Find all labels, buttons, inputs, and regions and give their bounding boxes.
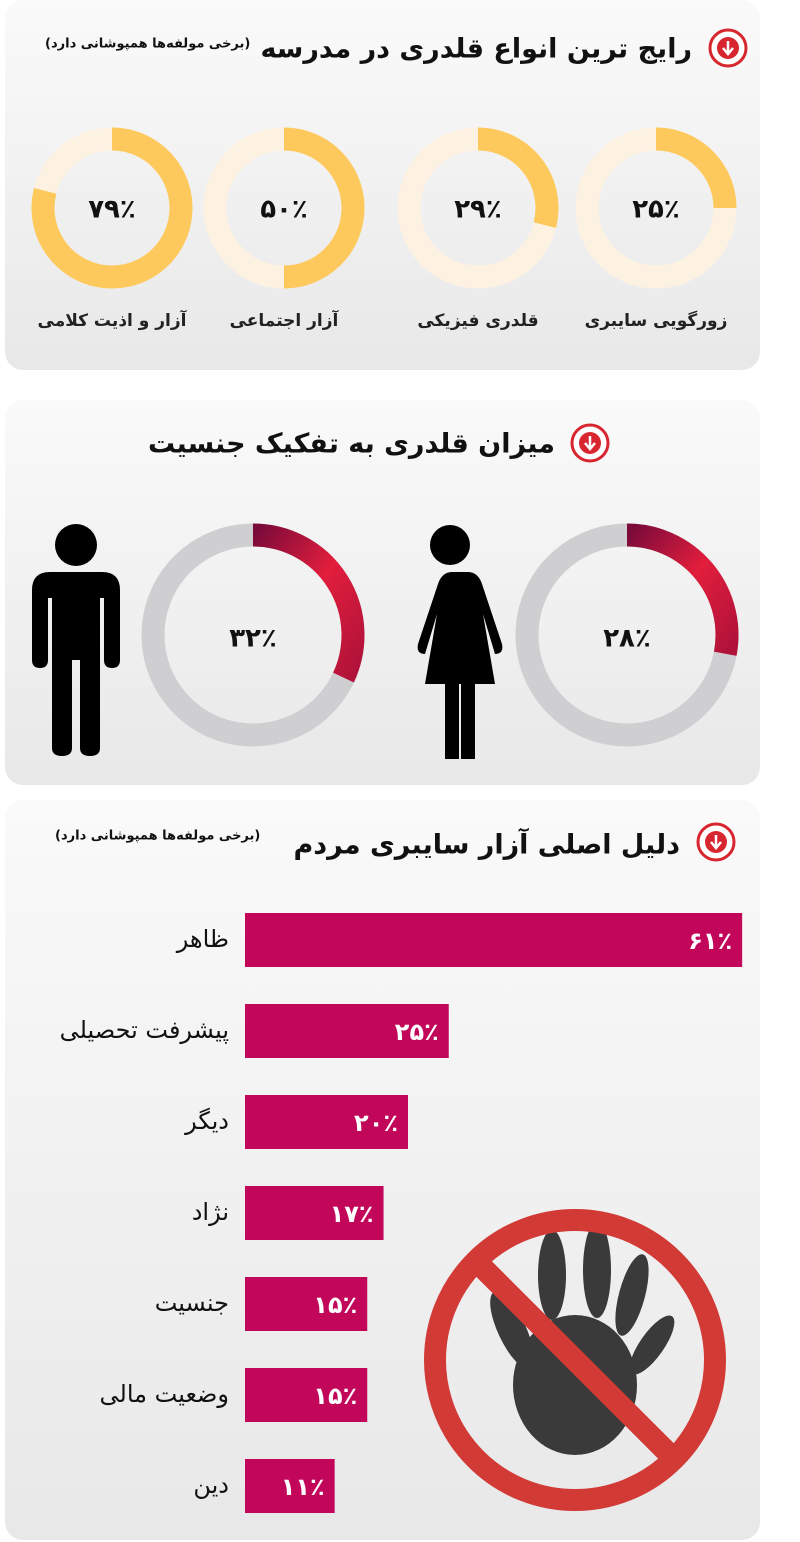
category-label: نژاد [192,1198,229,1226]
bar-value-label: ۲۰٪ [354,1109,398,1137]
value-label: ۵۰٪ [260,195,308,225]
category-label: پیشرفت تحصیلی [60,1016,229,1044]
bar-value-label: ۲۵٪ [395,1018,439,1046]
chart-title: میزان قلدری به تفکیک جنسیت [148,429,555,460]
category-label: جنسیت [155,1289,229,1317]
bar [245,1186,384,1240]
bar [245,1459,335,1513]
category-label: قلدری فیزیکی [417,311,538,331]
value-label: ۷۹٪ [88,195,136,225]
category-label: وضعیت مالی [100,1380,229,1408]
chart-subtitle: (برخی مولفه‌ها همپوشانی دارد) [45,37,250,52]
chart-title: رایج ترین انواع قلدری در مدرسه [260,34,692,65]
value-label: ۲۵٪ [632,195,680,225]
donut-arc [31,127,193,289]
donut-arc [477,127,559,229]
chart-title: دلیل اصلی آزار سایبری مردم [293,828,680,861]
category-label: ظاهر [176,925,229,953]
panel [5,400,760,785]
donut-arc [252,523,365,683]
bar-value-label: ۱۱٪ [281,1473,325,1501]
header-icon [570,423,610,463]
panel [5,0,760,370]
bar-value-label: ۱۵٪ [313,1382,357,1410]
category-label: زورگویی سایبری [585,310,728,331]
header-icon [708,28,748,68]
category-label: آزار و اذیت کلامی [38,309,188,331]
bar-value-label: ۶۱٪ [688,927,732,955]
category-label: آزار اجتماعی [230,309,340,331]
bar [245,913,743,967]
stop-hand-icon [424,1209,726,1511]
female-icon [417,525,503,759]
category-label: دین [193,1471,229,1499]
donut-arc [655,127,737,209]
donut-arc [626,523,739,656]
donut-arc [283,127,365,289]
bar [245,1277,368,1331]
header-icon [696,822,736,862]
chart-subtitle: (برخی مولفه‌ها همپوشانی دارد) [55,829,260,844]
category-label: دیگر [184,1107,229,1135]
bar [245,1095,408,1149]
value-label: ۳۲٪ [229,624,277,654]
bar [245,1368,368,1422]
value-label: ۲۸٪ [603,624,651,654]
value-label: ۲۹٪ [454,195,502,225]
bar-value-label: ۱۷٪ [330,1200,374,1228]
bar [245,1004,449,1058]
male-icon [32,524,120,756]
bar-value-label: ۱۵٪ [313,1291,357,1319]
